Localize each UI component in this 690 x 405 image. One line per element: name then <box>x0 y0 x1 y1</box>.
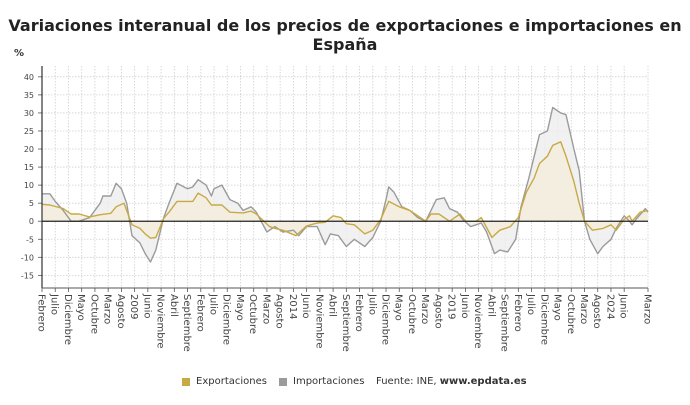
y-tick-label: 20 <box>24 145 34 154</box>
x-tick-label: 2024 <box>605 294 616 319</box>
series-lines <box>41 106 649 263</box>
x-tick-label: 2009 <box>128 294 139 319</box>
y-axis-unit: % <box>14 48 25 59</box>
y-tick-label: -5 <box>26 235 34 244</box>
x-tick-label: Marzo <box>260 294 271 324</box>
x-tick-label: Julio <box>525 293 536 315</box>
x-tick-label: Diciembre <box>221 294 232 345</box>
series-areas <box>42 107 648 262</box>
legend-swatch-exportaciones <box>182 377 190 386</box>
x-tick-label: Junio <box>300 293 311 319</box>
x-tick-label: Junio <box>459 293 470 319</box>
line-exportaciones <box>41 141 649 239</box>
x-tick-label: Noviembre <box>472 294 483 349</box>
x-tick-label: Abril <box>485 294 496 317</box>
x-tick-label: Julio <box>208 293 219 315</box>
x-tick-label: Marzo <box>578 294 589 324</box>
x-tick-label: Mayo <box>75 294 86 321</box>
legend-label-importaciones: Importaciones <box>293 376 365 387</box>
legend-item-importaciones: Importaciones <box>279 376 364 387</box>
y-tick-label: 15 <box>24 163 34 172</box>
x-tick-label: Octubre <box>406 294 417 334</box>
x-tick-label: Agosto <box>591 294 602 329</box>
x-tick-label: Octubre <box>88 294 99 334</box>
x-tick-label: Febrero <box>194 294 205 332</box>
x-tick-label: Diciembre <box>538 294 549 345</box>
x-tick-label: Septiembre <box>340 294 351 352</box>
y-tick-label: 35 <box>24 91 34 100</box>
x-tick-label: 2014 <box>287 294 298 319</box>
legend-swatch-importaciones <box>279 377 287 386</box>
source-note: Fuente: INE, www.epdata.es <box>376 376 527 387</box>
x-tick-label: Diciembre <box>62 294 73 345</box>
x-tick-label: Septiembre <box>499 294 510 352</box>
y-tick-label: 0 <box>29 217 34 226</box>
x-tick-label: Febrero <box>36 294 47 332</box>
x-tick-label: Abril <box>168 294 179 317</box>
y-tick-label: 5 <box>29 199 34 208</box>
x-tick-label: 2019 <box>446 294 457 319</box>
x-tick-label: Junio <box>141 293 152 319</box>
x-tick-label: Diciembre <box>380 294 391 345</box>
x-tick-label: Octubre <box>565 294 576 334</box>
x-tick-label: Mayo <box>552 294 563 321</box>
y-tick-label: -15 <box>21 271 34 280</box>
line-importaciones <box>42 106 649 263</box>
x-tick-label: Noviembre <box>313 294 324 349</box>
source-site: www.epdata.es <box>439 376 527 387</box>
legend-item-exportaciones: Exportaciones <box>182 376 267 387</box>
x-tick-label: Julio <box>49 293 60 315</box>
legend-label-exportaciones: Exportaciones <box>196 376 267 387</box>
x-tick-label: Febrero <box>353 294 364 332</box>
x-tick-label: Julio <box>366 293 377 315</box>
y-tick-label: 40 <box>24 73 34 82</box>
x-tick-label: Marzo <box>419 294 430 324</box>
x-tick-label: Septiembre <box>181 294 192 352</box>
x-tick-label: Noviembre <box>155 294 166 349</box>
y-tick-label: -10 <box>21 253 34 262</box>
x-tick-label: Octubre <box>247 294 258 334</box>
source-prefix: Fuente: INE, <box>376 376 440 387</box>
y-tick-label: 25 <box>24 127 34 136</box>
x-tick-label: Agosto <box>432 294 443 329</box>
x-tick-label: Marzo <box>102 294 113 324</box>
x-tick-label: Agosto <box>115 294 126 329</box>
area-exportaciones <box>42 141 648 239</box>
x-tick-label: Mayo <box>234 294 245 321</box>
x-tick-label: Marzo <box>642 294 653 324</box>
x-tick-label: Febrero <box>512 294 523 332</box>
y-tick-label: 30 <box>24 109 34 118</box>
x-tick-label: Agosto <box>274 294 285 329</box>
x-tick-label: Junio <box>618 293 629 319</box>
y-tick-label: 10 <box>24 181 34 190</box>
x-tick-label: Mayo <box>393 294 404 321</box>
chart-title: Variaciones interanual de los precios de… <box>8 16 682 54</box>
x-tick-label: Abril <box>327 294 338 317</box>
